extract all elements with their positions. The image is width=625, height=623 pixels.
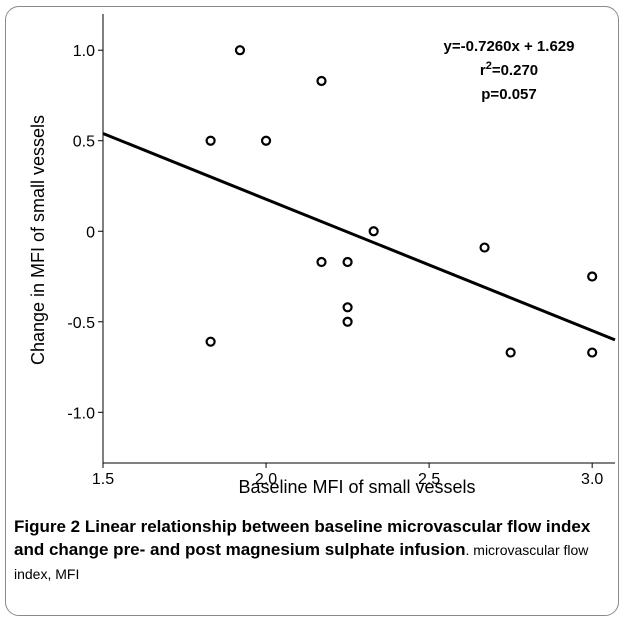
regression-line [102, 132, 616, 342]
fit-layer [102, 132, 616, 342]
x-tick-label: 1.5 [92, 471, 114, 488]
regression-equation: y=-0.7260x + 1.629 [444, 38, 575, 55]
x-axis-label: Baseline MFI of small vessels [238, 477, 475, 497]
data-point [342, 316, 353, 327]
y-tick-label: -1.0 [67, 405, 95, 422]
y-tick-label: -0.5 [67, 315, 95, 332]
figure-frame [5, 6, 619, 616]
ticks-layer: 1.5 2.0 2.5 3.0 1.0 0.5 0 -0.5 -1.0 [67, 14, 615, 488]
data-point [205, 336, 216, 347]
data-point [260, 135, 272, 146]
points-layer [205, 45, 598, 358]
data-point [234, 45, 246, 56]
data-point [587, 271, 598, 282]
figure-caption: Figure 2 Linear relationship between bas… [14, 515, 614, 586]
data-point [342, 302, 353, 313]
data-point [587, 347, 598, 358]
r2-value: =0.270 [492, 62, 538, 79]
caption-label: Figure 2 [14, 517, 81, 536]
r2-prefix: r [480, 62, 486, 79]
y-axis-label: Change in MFI of small vessels [28, 115, 48, 365]
data-point [368, 226, 379, 237]
x-tick-label: 2.5 [418, 471, 440, 488]
data-point [342, 256, 353, 268]
x-tick-label: 2.0 [255, 471, 277, 488]
y-tick-label: 0.5 [73, 134, 95, 151]
data-point [505, 347, 516, 358]
y-tick-label: 0 [86, 224, 95, 241]
caption-text: . microvascular flow index, MFI [14, 542, 589, 582]
r-squared-annotation: r2=0.270 [480, 60, 538, 79]
x-tick-label: 3.0 [581, 471, 603, 488]
caption-title: Linear relationship between baseline mic… [14, 517, 591, 559]
r2-superscript: 2 [486, 60, 492, 72]
data-point [479, 242, 490, 253]
p-value-annotation: p=0.057 [481, 86, 536, 103]
data-point [316, 256, 327, 268]
data-point [316, 75, 327, 87]
data-point [205, 135, 216, 146]
y-tick-label: 1.0 [73, 43, 95, 60]
